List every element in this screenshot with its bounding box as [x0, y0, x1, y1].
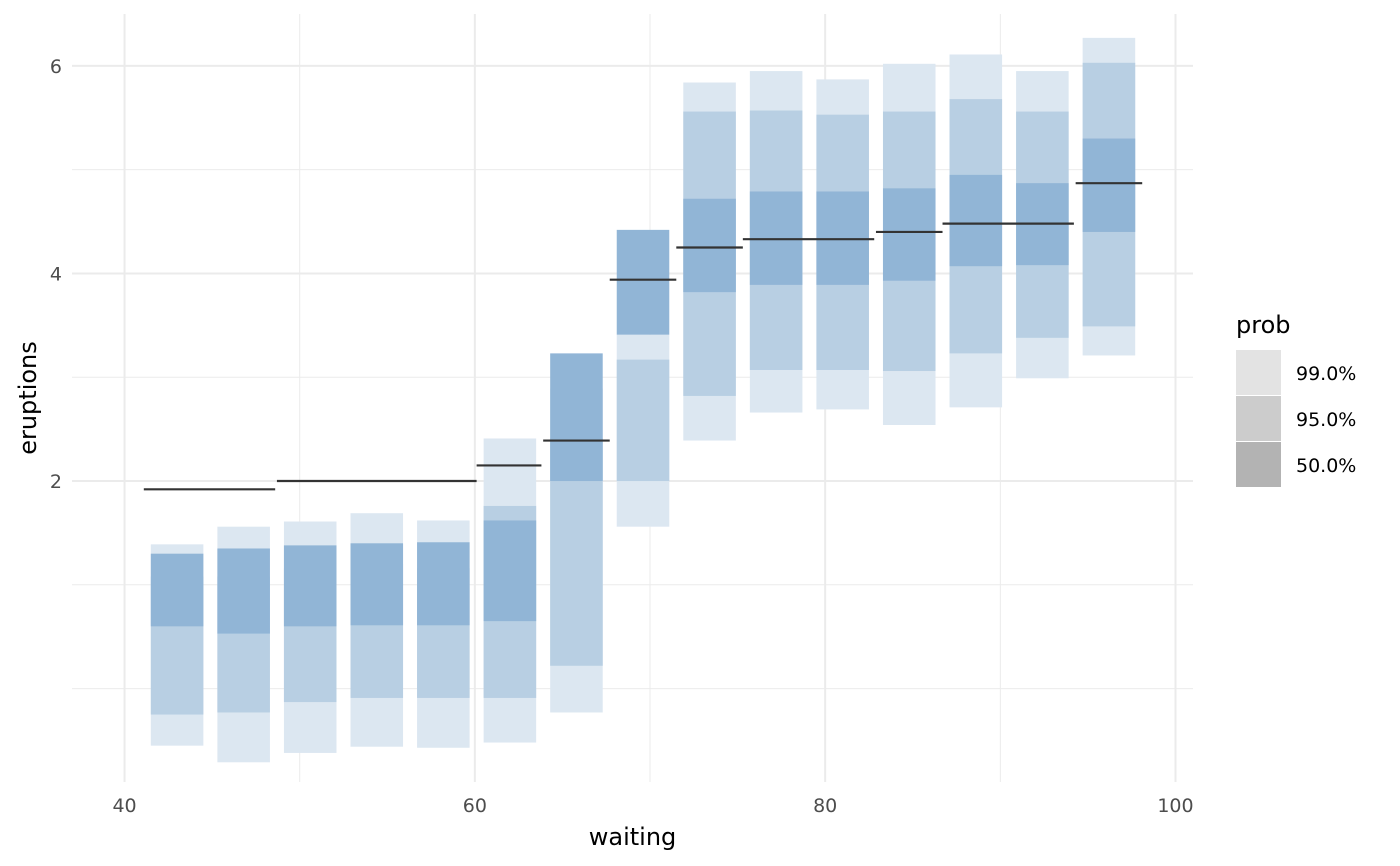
x-axis-title: waiting	[589, 823, 677, 851]
interval-p50-bar-2	[283, 545, 337, 627]
interval-p50-bar-11	[882, 188, 936, 281]
interval-p50-bar-6	[550, 353, 603, 482]
interval-p50-bar-0	[150, 553, 204, 627]
legend-swatch-p50	[1236, 442, 1281, 487]
legend-title: prob	[1236, 311, 1291, 339]
interval-p50-bar-5	[483, 520, 537, 622]
y-axis-title: eruptions	[14, 341, 42, 455]
interval-p95-bar-7	[616, 359, 670, 482]
interval-p50-bar-7	[616, 229, 670, 335]
y-tick-label: 2	[50, 471, 62, 493]
legend-swatch-p99	[1236, 350, 1281, 395]
interval-p50-bar-3	[350, 543, 404, 626]
legend-swatch-p95	[1236, 396, 1281, 441]
y-tick-label: 6	[50, 56, 62, 78]
interval-p50-bar-14	[1082, 138, 1136, 232]
interval-p50-bar-12	[949, 174, 1003, 267]
legend-items: 99.0% 95.0% 50.0%	[1236, 350, 1356, 487]
interval-p50-bar-1	[217, 548, 270, 634]
legend-label-p95: 95.0%	[1296, 409, 1356, 431]
x-tick-label: 100	[1157, 795, 1193, 817]
tick-labels: 40 60 80 100 2 4 6	[50, 56, 1194, 817]
legend-label-p50: 50.0%	[1296, 455, 1356, 477]
median-lines	[143, 182, 1143, 491]
legend: prob 99.0% 95.0% 50.0%	[1236, 311, 1356, 487]
interval-p50-bar-4	[417, 542, 470, 626]
legend-label-p99: 99.0%	[1296, 363, 1356, 385]
x-tick-label: 80	[813, 795, 837, 817]
interval-bars	[150, 37, 1136, 763]
y-tick-label: 4	[50, 263, 62, 285]
x-tick-label: 40	[112, 795, 136, 817]
x-tick-label: 60	[463, 795, 487, 817]
interval-p50-bar-8	[683, 198, 736, 293]
